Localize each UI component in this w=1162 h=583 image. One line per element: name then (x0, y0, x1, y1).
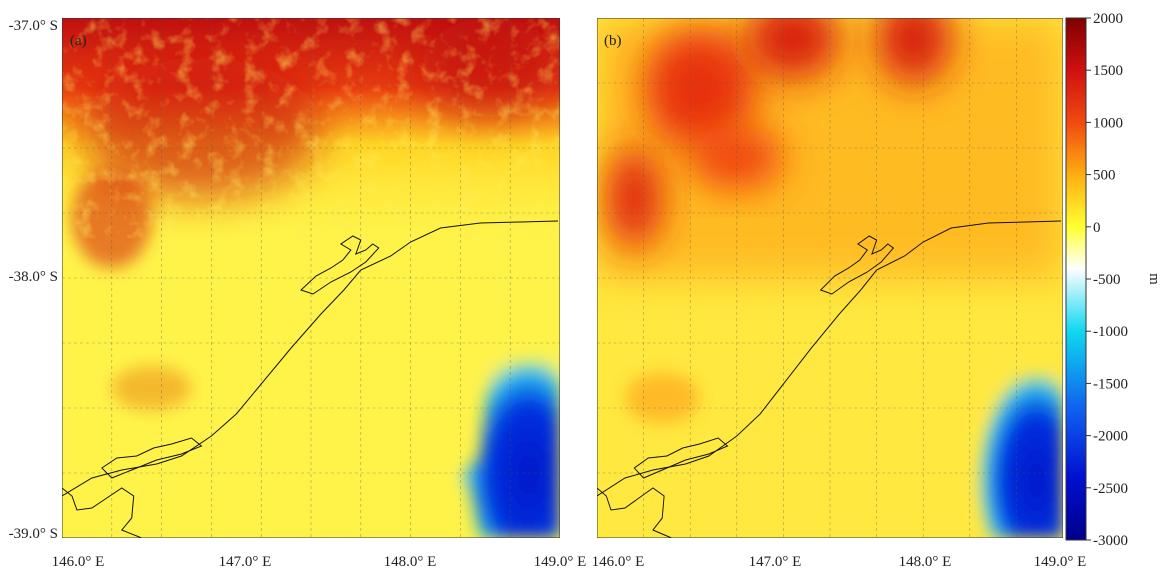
panel-label: (a) (70, 33, 87, 49)
lon-label: 146.0° E (52, 554, 105, 570)
colorbar-tick-label: 0 (1093, 220, 1101, 236)
lon-label: 148.0° E (899, 554, 952, 570)
colorbar-tick-label: -2000 (1093, 429, 1128, 445)
colorbar-tick-label: -1000 (1093, 324, 1128, 340)
lon-label: 147.0° E (749, 554, 802, 570)
colorbar-tick-label: -3000 (1093, 533, 1128, 549)
colorbar-unit: m (1146, 273, 1162, 285)
colorbar-tick-label: -500 (1093, 272, 1121, 288)
map-b (597, 18, 1063, 538)
lon-label: 149.0° E (534, 554, 587, 570)
colorbar-tick-label: 2000 (1093, 11, 1123, 27)
lon-label: 146.0° E (592, 554, 645, 570)
colorbar-tick-label: 1500 (1093, 63, 1123, 79)
lat-label: -39.0° S (9, 526, 58, 542)
colorbar-tick-label: 1000 (1093, 115, 1123, 131)
colorbar (1065, 17, 1087, 541)
map-a (62, 18, 560, 538)
lat-label: -37.0° S (9, 18, 58, 34)
colorbar-tick-label: -1500 (1093, 376, 1128, 392)
lon-label: 147.0° E (219, 554, 272, 570)
lon-label: 148.0° E (384, 554, 437, 570)
panel-label: (b) (604, 33, 622, 49)
lat-label: -38.0° S (9, 269, 58, 285)
lon-label: 149.0° E (1034, 554, 1087, 570)
colorbar-tick-label: 500 (1093, 168, 1116, 184)
colorbar-tick-label: -2500 (1093, 481, 1128, 497)
